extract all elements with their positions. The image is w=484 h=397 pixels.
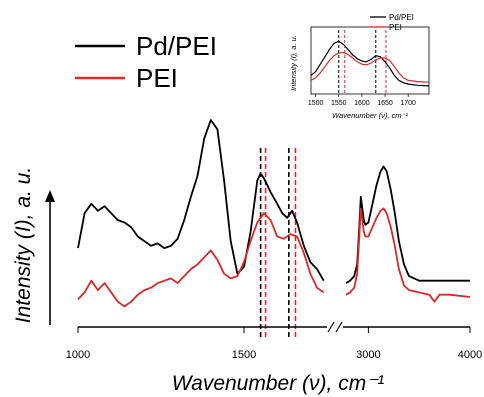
- series-line-pd-pei-segment-2: [345, 165, 470, 284]
- inset-legend: Pd/PEI PEI: [370, 13, 414, 32]
- inset-series-line-pei: [310, 51, 430, 83]
- inset-plot: 1500 1550 1600 1650 1700 Pd/PEI PEI Wavenumb…: [289, 13, 430, 120]
- inset-series-line-pd-pei: [310, 40, 430, 87]
- main-legend: Pd/PEI PEI: [75, 31, 217, 93]
- inset-y-axis-title: Intensity (I), a. u.: [289, 35, 298, 91]
- axis-break-mark: [327, 321, 343, 333]
- y-axis-arrowhead: [45, 190, 55, 202]
- x-tick-label-1000: 1000: [66, 349, 90, 361]
- x-axis-title: Wavenumber (ν), cm⁻¹: [172, 372, 385, 395]
- inset-legend-label-pd-pei: Pd/PEI: [389, 13, 414, 22]
- x-tick-label-3000: 3000: [356, 349, 380, 361]
- series-line-pei-segment-1: [77, 212, 325, 308]
- legend-label-pd-pei: Pd/PEI: [136, 31, 217, 61]
- inset-legend-label-pei: PEI: [389, 23, 402, 32]
- inset-x-tick-label-1650: 1650: [377, 100, 393, 107]
- inset-x-tick-label-1500: 1500: [308, 100, 324, 107]
- series-line-pd-pei-segment-1: [77, 119, 325, 282]
- main-plot: 1000 1500 3000 4000 Pd/PEI PEI Wavenumber (…: [12, 31, 482, 395]
- y-axis-title: Intensity (I), a. u.: [12, 167, 35, 323]
- x-axis: 1000 1500 3000 4000: [66, 321, 482, 361]
- inset-x-tick-label-1550: 1550: [331, 100, 347, 107]
- x-tick-label-1500: 1500: [232, 349, 256, 361]
- inset-x-tick-label-1700: 1700: [400, 100, 416, 107]
- x-tick-label-4000: 4000: [458, 349, 482, 361]
- series-line-pei-segment-2: [345, 207, 471, 303]
- legend-label-pei: PEI: [136, 63, 178, 93]
- inset-x-tick-label-1600: 1600: [354, 100, 370, 107]
- inset-x-axis-title: Wavenumber (ν), cm⁻¹: [332, 111, 408, 120]
